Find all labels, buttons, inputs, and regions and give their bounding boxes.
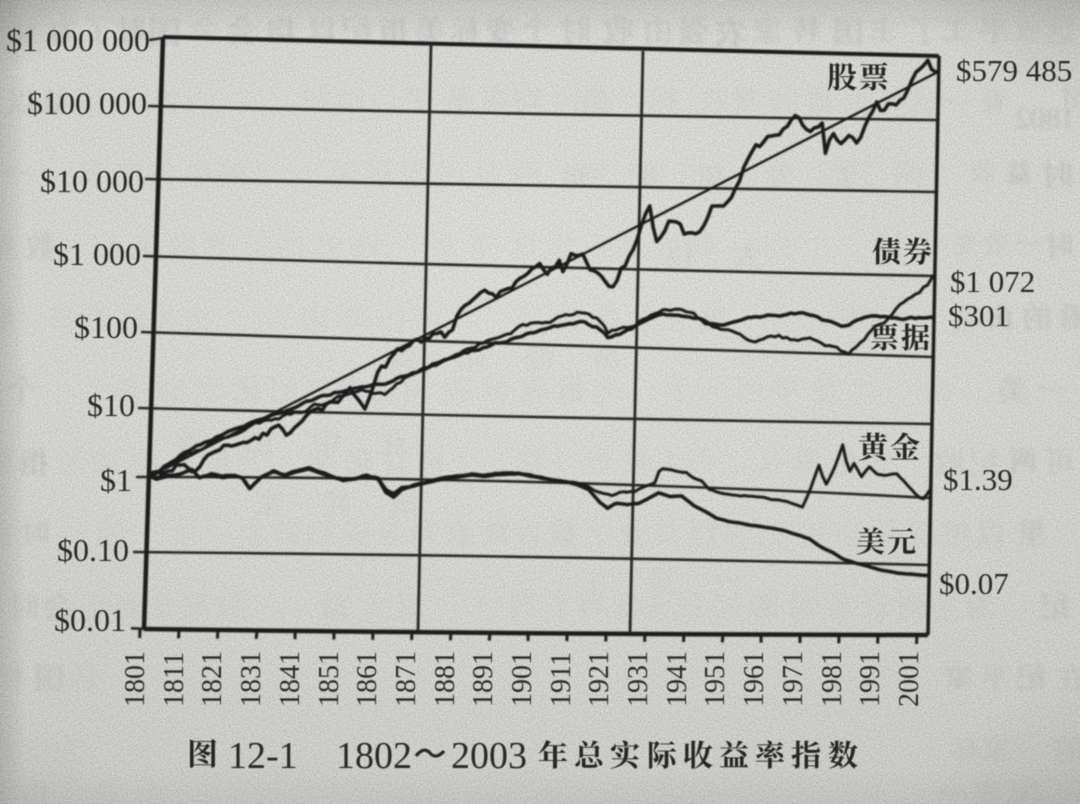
svg-text:$0.10: $0.10: [57, 532, 129, 568]
svg-text:1801: 1801: [120, 651, 151, 707]
svg-text:1941: 1941: [662, 651, 693, 707]
svg-text:$301: $301: [948, 298, 1010, 333]
svg-text:$100 000: $100 000: [27, 85, 147, 121]
svg-text:$1 072: $1 072: [950, 264, 1035, 299]
svg-text:2001: 2001: [894, 651, 925, 707]
svg-text:$579 485: $579 485: [956, 53, 1072, 88]
svg-text:1981: 1981: [817, 651, 848, 707]
svg-text:1891: 1891: [468, 651, 499, 707]
svg-text:$1: $1: [100, 462, 132, 498]
svg-text:$1 000 000: $1 000 000: [6, 22, 150, 58]
svg-text:$100: $100: [74, 309, 138, 345]
svg-text:1831: 1831: [236, 651, 267, 707]
svg-text:1971: 1971: [778, 651, 809, 707]
svg-text:$0.01: $0.01: [54, 602, 126, 638]
svg-text:1931: 1931: [623, 651, 654, 707]
svg-text:1921: 1921: [584, 651, 615, 707]
svg-text:1821: 1821: [197, 651, 228, 707]
svg-text:$10 000: $10 000: [40, 163, 144, 199]
svg-text:1951: 1951: [700, 651, 731, 707]
svg-text:1851: 1851: [314, 651, 345, 707]
svg-text:1811: 1811: [159, 652, 190, 707]
svg-text:1911: 1911: [546, 652, 577, 707]
svg-text:1881: 1881: [430, 651, 461, 707]
svg-text:12-1: 12-1: [228, 735, 298, 777]
svg-text:2003: 2003: [451, 735, 527, 777]
svg-text:$0.07: $0.07: [939, 566, 1009, 601]
svg-text:1961: 1961: [739, 651, 770, 707]
svg-text:1901: 1901: [507, 651, 538, 707]
svg-text:$1.39: $1.39: [943, 462, 1013, 497]
svg-text:1991: 1991: [855, 651, 886, 707]
svg-text:1841: 1841: [275, 651, 306, 707]
svg-text:1802: 1802: [336, 735, 412, 777]
svg-text:$10: $10: [87, 387, 135, 423]
svg-text:1802: 1802: [1015, 102, 1075, 135]
svg-text:1871: 1871: [391, 651, 422, 707]
svg-text:1861: 1861: [352, 651, 383, 707]
svg-text:$1 000: $1 000: [53, 236, 141, 272]
